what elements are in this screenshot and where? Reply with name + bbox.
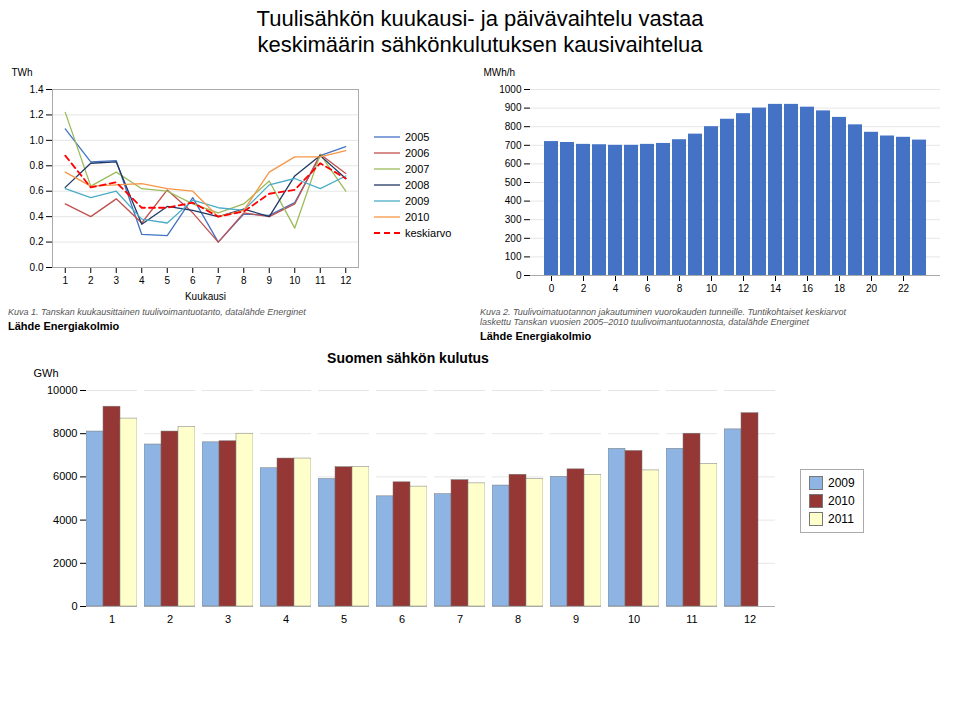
svg-text:1.4: 1.4 bbox=[30, 83, 44, 94]
html-text:2007: 2007 bbox=[405, 162, 430, 175]
svg-text:1: 1 bbox=[109, 613, 115, 625]
svg-text:12: 12 bbox=[340, 274, 352, 285]
svg-text:10: 10 bbox=[628, 613, 640, 625]
html-text:keskiarvo: keskiarvo bbox=[405, 226, 452, 239]
svg-text:1: 1 bbox=[62, 274, 68, 285]
svg-text:20: 20 bbox=[866, 282, 878, 293]
svg-text:2: 2 bbox=[167, 613, 173, 625]
svg-text:500: 500 bbox=[505, 176, 522, 187]
html-text:2011: 2011 bbox=[828, 511, 854, 526]
svg-text:4000: 4000 bbox=[53, 513, 77, 525]
svg-text:8: 8 bbox=[677, 282, 683, 293]
svg-text:GWh: GWh bbox=[34, 367, 59, 379]
svg-text:5: 5 bbox=[164, 274, 170, 285]
svg-text:8: 8 bbox=[241, 274, 247, 285]
svg-text:1000: 1000 bbox=[499, 83, 522, 94]
svg-text:2: 2 bbox=[88, 274, 94, 285]
svg-text:3: 3 bbox=[225, 613, 231, 625]
svg-text:200: 200 bbox=[505, 232, 522, 243]
svg-text:11: 11 bbox=[315, 274, 326, 285]
svg-text:14: 14 bbox=[770, 282, 782, 293]
svg-text:22: 22 bbox=[898, 282, 910, 293]
svg-text:1.2: 1.2 bbox=[30, 109, 44, 120]
svg-text:8: 8 bbox=[515, 613, 521, 625]
svg-text:600: 600 bbox=[505, 158, 522, 169]
html-text:2010: 2010 bbox=[405, 210, 430, 223]
svg-text:1.0: 1.0 bbox=[30, 134, 44, 145]
svg-text:0.4: 0.4 bbox=[30, 211, 44, 222]
svg-text:6: 6 bbox=[190, 274, 196, 285]
svg-text:12: 12 bbox=[744, 613, 756, 625]
svg-text:16: 16 bbox=[802, 282, 814, 293]
svg-text:MWh/h: MWh/h bbox=[484, 66, 516, 77]
html-text:Tuulisähkön kuukausi- ja päivä: Tuulisähkön kuukausi- ja päivävaihtelu v… bbox=[256, 6, 704, 58]
html-text:Lähde Energiakolmio: Lähde Energiakolmio bbox=[8, 319, 120, 332]
svg-text:0.8: 0.8 bbox=[30, 160, 44, 171]
svg-text:2: 2 bbox=[581, 282, 587, 293]
html-text:2009: 2009 bbox=[828, 475, 855, 490]
html-text:2009: 2009 bbox=[405, 194, 430, 207]
html-text:Suomen sähkön kulutus: Suomen sähkön kulutus bbox=[327, 349, 489, 366]
svg-text:3: 3 bbox=[113, 274, 119, 285]
svg-text:0.6: 0.6 bbox=[30, 185, 44, 196]
svg-text:12: 12 bbox=[738, 282, 750, 293]
svg-text:6: 6 bbox=[645, 282, 651, 293]
svg-text:4: 4 bbox=[613, 282, 619, 293]
svg-text:6: 6 bbox=[399, 613, 405, 625]
svg-text:400: 400 bbox=[505, 195, 522, 206]
svg-text:10: 10 bbox=[706, 282, 718, 293]
svg-text:900: 900 bbox=[505, 102, 522, 113]
svg-text:10: 10 bbox=[289, 274, 301, 285]
svg-text:0: 0 bbox=[549, 282, 555, 293]
svg-text:700: 700 bbox=[505, 139, 522, 150]
html-text:2006: 2006 bbox=[405, 146, 430, 159]
svg-text:TWh: TWh bbox=[12, 66, 33, 77]
svg-text:4: 4 bbox=[283, 613, 289, 625]
svg-text:0: 0 bbox=[71, 600, 77, 612]
svg-text:800: 800 bbox=[505, 121, 522, 132]
svg-text:300: 300 bbox=[505, 214, 522, 225]
html-text:2005: 2005 bbox=[405, 130, 430, 143]
svg-text:4: 4 bbox=[139, 274, 145, 285]
svg-text:Kuukausi: Kuukausi bbox=[185, 290, 226, 301]
html-text:2010: 2010 bbox=[828, 493, 855, 508]
svg-text:11: 11 bbox=[686, 613, 697, 625]
svg-text:9: 9 bbox=[266, 274, 272, 285]
svg-text:10000: 10000 bbox=[47, 384, 78, 396]
svg-text:5: 5 bbox=[341, 613, 347, 625]
svg-text:0.2: 0.2 bbox=[30, 236, 44, 247]
svg-text:18: 18 bbox=[834, 282, 846, 293]
html-text:Kuva 2. Tuulivoimatuotannon ja: Kuva 2. Tuulivoimatuotannon jakautuminen… bbox=[480, 306, 846, 327]
svg-text:8000: 8000 bbox=[53, 427, 77, 439]
svg-text:7: 7 bbox=[457, 613, 463, 625]
svg-text:7: 7 bbox=[215, 274, 221, 285]
svg-text:0: 0 bbox=[516, 269, 522, 280]
svg-text:0.0: 0.0 bbox=[30, 261, 44, 272]
svg-text:2000: 2000 bbox=[53, 557, 77, 569]
html-text:Lähde Energiakolmio: Lähde Energiakolmio bbox=[480, 329, 592, 342]
html-text:2008: 2008 bbox=[405, 178, 430, 191]
html-text:Kuva 1. Tanskan kuukausittaine: Kuva 1. Tanskan kuukausittainen tuulivoi… bbox=[8, 306, 306, 317]
svg-text:100: 100 bbox=[505, 251, 522, 262]
svg-text:9: 9 bbox=[573, 613, 579, 625]
svg-text:6000: 6000 bbox=[53, 470, 77, 482]
